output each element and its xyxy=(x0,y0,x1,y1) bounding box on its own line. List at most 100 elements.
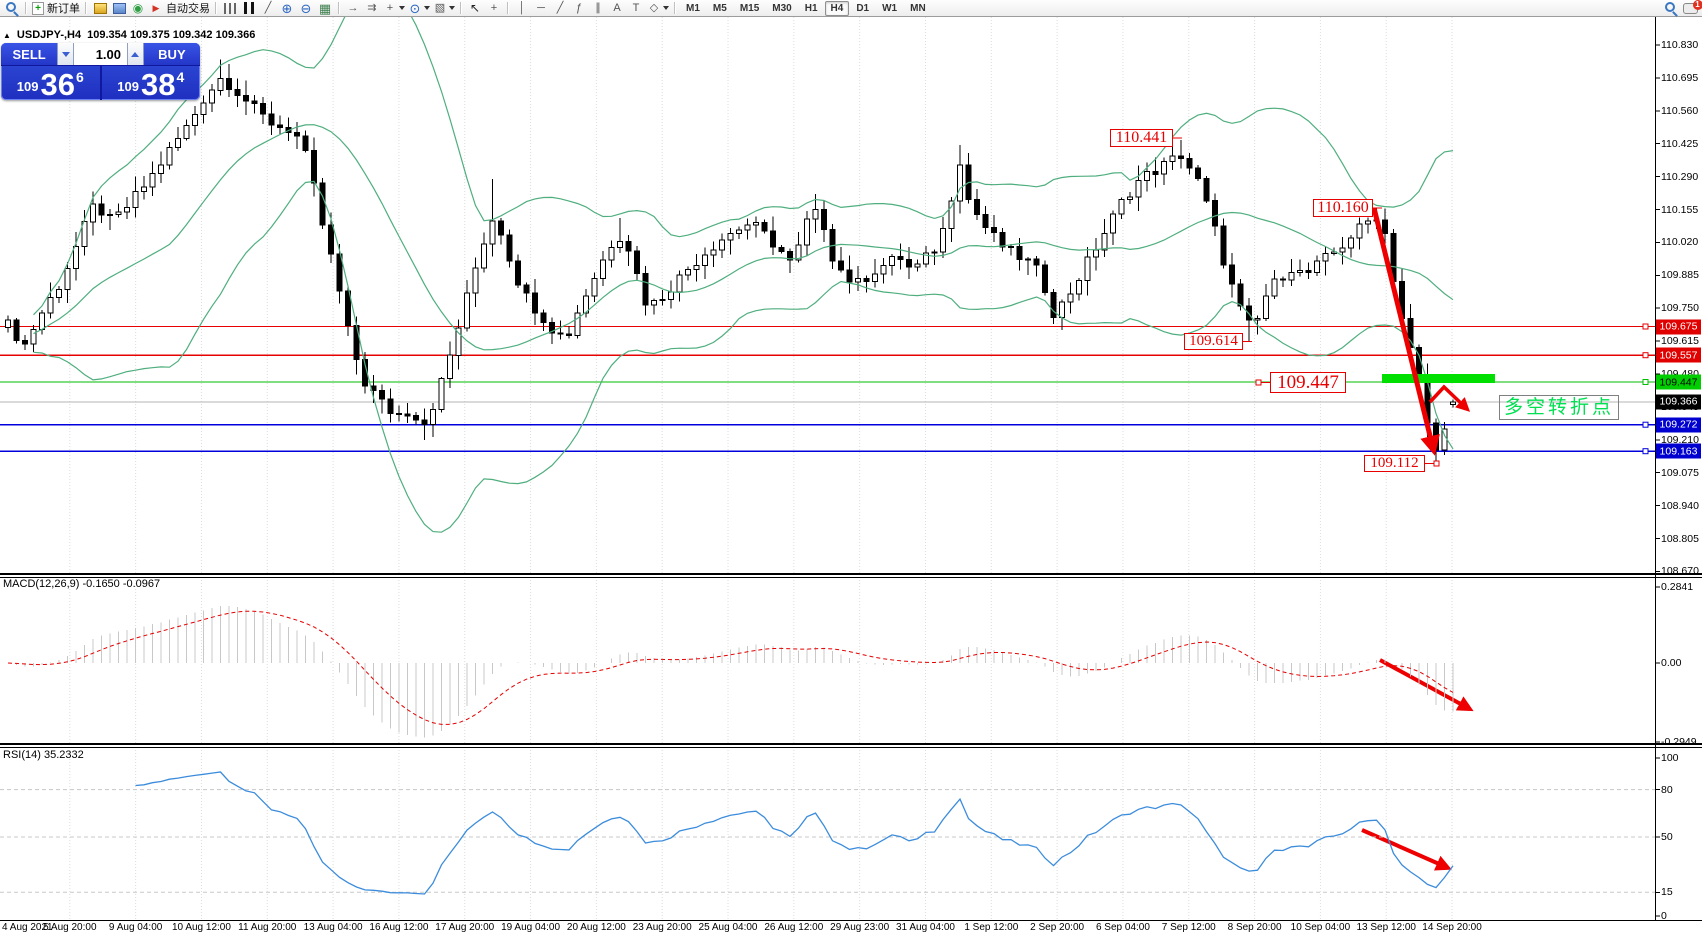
channel-icon[interactable]: ∥ xyxy=(589,1,607,16)
search-icon[interactable] xyxy=(1662,1,1680,16)
buy-price-sup: 4 xyxy=(176,69,185,85)
price-annotation-label[interactable]: 109.447 xyxy=(1270,372,1346,393)
volume-increase-button[interactable] xyxy=(127,43,144,65)
auto-scroll-icon: → xyxy=(347,1,359,14)
price-level-axis-label: 109.557 xyxy=(1656,347,1701,363)
zoom-in-icon: ⊕ xyxy=(281,0,293,16)
vertical-line-icon[interactable]: │ xyxy=(513,1,531,16)
autotrade-icon: ▶ xyxy=(152,2,160,13)
line-handle[interactable] xyxy=(1642,323,1649,330)
rsi-pane[interactable] xyxy=(0,747,1655,920)
time-axis-label: 7 Sep 12:00 xyxy=(1161,922,1216,933)
turning-point-label[interactable]: 多空转折点 xyxy=(1499,395,1620,420)
horizontal-line-icon[interactable]: ─ xyxy=(532,1,550,16)
price-annotation-label[interactable]: 109.614 xyxy=(1184,333,1243,350)
dropdown-caret-icon xyxy=(663,6,669,10)
triangle-up-icon xyxy=(131,51,140,57)
candlestick-chart-icon[interactable] xyxy=(240,1,258,16)
trend-arrow[interactable] xyxy=(1371,207,1440,456)
price-axis-tick: 110.155 xyxy=(1661,203,1699,216)
chart-window-icon[interactable] xyxy=(110,1,128,16)
signal-icon: ◉ xyxy=(132,0,144,15)
time-axis-label: 9 Aug 04:00 xyxy=(108,922,163,933)
line-handle[interactable] xyxy=(1642,379,1649,385)
vertical-line-icon: │ xyxy=(518,1,526,14)
price-annotation-label[interactable]: 110.441 xyxy=(1110,129,1173,147)
timeframe-button-m5[interactable]: M5 xyxy=(712,2,727,14)
sell-price-display[interactable]: 109 36 6 xyxy=(1,66,102,100)
buy-price-big: 38 xyxy=(140,67,176,100)
autotrade-button[interactable]: ▶ 自动交易 xyxy=(148,1,211,16)
timeframe-button-m1[interactable]: M1 xyxy=(686,2,700,14)
new-order-button-label: 新订单 xyxy=(47,3,80,15)
crosshair-icon[interactable]: + xyxy=(485,1,503,16)
text-icon[interactable]: A xyxy=(608,1,626,16)
support-zone-rectangle[interactable] xyxy=(1382,374,1495,383)
chart-shift-icon[interactable]: ⇉ xyxy=(363,1,381,16)
price-axis-tick: 108.805 xyxy=(1661,532,1699,545)
market-watch-icon[interactable] xyxy=(91,1,109,16)
timeframe-button-mn[interactable]: MN xyxy=(910,2,926,14)
macd-pane-label: MACD(12,26,9) -0.1650 -0.0967 xyxy=(3,578,161,590)
sell-button[interactable]: SELL xyxy=(1,43,58,65)
zoom-in-icon[interactable]: ⊕ xyxy=(278,1,296,16)
sell-price-sup: 6 xyxy=(75,69,84,85)
timeframe-button-w1[interactable]: W1 xyxy=(882,2,898,14)
price-pane[interactable] xyxy=(0,0,1655,574)
bar-chart-icon[interactable] xyxy=(221,1,239,16)
price-axis-tick: 0.2841 xyxy=(1661,581,1694,593)
label-icon[interactable]: T xyxy=(627,1,645,16)
toolbar-separator xyxy=(674,2,676,14)
buy-button[interactable]: BUY xyxy=(143,43,200,65)
symbol-name: USDJPY-,H4 xyxy=(16,29,82,41)
line-chart-icon[interactable]: ╱ xyxy=(259,1,277,16)
new-order-button[interactable]: + 新订单 xyxy=(31,1,81,16)
auto-scroll-icon[interactable]: → xyxy=(344,1,362,16)
price-axis-tick: 109.075 xyxy=(1661,466,1699,479)
timeframe-button-m30[interactable]: M30 xyxy=(772,2,792,14)
price-level-axis-label: 109.447 xyxy=(1656,374,1701,390)
add-indicator-icon[interactable]: + xyxy=(382,1,406,16)
search-icon xyxy=(1664,1,1678,15)
trendline-icon: ╱ xyxy=(556,1,564,14)
cursor-icon: ↖ xyxy=(469,0,481,15)
timeframe-button-m15[interactable]: M15 xyxy=(739,2,760,14)
collapse-triangle-icon[interactable]: ▲ xyxy=(3,30,11,40)
price-axis-tick: 50 xyxy=(1661,831,1673,843)
volume-input[interactable] xyxy=(74,43,127,65)
line-handle[interactable] xyxy=(1642,448,1649,455)
price-axis-tick: 109.210 xyxy=(1661,433,1699,446)
price-annotation-label[interactable]: 110.160 xyxy=(1313,199,1373,217)
macd-pane[interactable] xyxy=(7,577,1474,744)
trendline-icon[interactable]: ╱ xyxy=(551,1,569,16)
volume-decrease-button[interactable] xyxy=(57,43,74,65)
time-axis-label: 4 Aug 2021 xyxy=(2,922,53,933)
shapes-icon[interactable]: ◇ xyxy=(646,1,670,16)
tile-windows-icon[interactable]: ▦ xyxy=(316,1,334,16)
magnifier-icon[interactable] xyxy=(3,1,21,16)
signal-icon[interactable]: ◉ xyxy=(129,1,147,16)
price-level-axis-label: 109.675 xyxy=(1656,319,1701,334)
shapes-icon: ◇ xyxy=(649,1,659,14)
zoom-out-icon[interactable]: ⊖ xyxy=(297,1,315,16)
trend-arrow[interactable] xyxy=(1361,828,1452,871)
period-menu-icon[interactable]: ⊙ xyxy=(407,1,431,16)
time-axis-label: 16 Aug 12:00 xyxy=(369,922,429,933)
line-handle[interactable] xyxy=(1642,352,1649,359)
symbol-info-bar[interactable]: ▲ USDJPY-,H4 109.354 109.375 109.342 109… xyxy=(3,29,255,41)
trend-arrow[interactable] xyxy=(1428,384,1471,412)
template-icon[interactable]: ▧ xyxy=(432,1,456,16)
timeframe-button-d1[interactable]: D1 xyxy=(856,2,870,14)
trend-arrow[interactable] xyxy=(1379,658,1474,712)
timeframe-button-h4[interactable]: H4 xyxy=(824,0,850,16)
timeframe-button-h1[interactable]: H1 xyxy=(804,2,818,14)
buy-price-display[interactable]: 109 38 4 xyxy=(102,66,201,100)
time-axis-label: 26 Aug 12:00 xyxy=(764,922,824,933)
price-axis-tick: 110.830 xyxy=(1661,39,1699,51)
cursor-icon[interactable]: ↖ xyxy=(466,1,484,16)
price-annotation-label[interactable]: 109.112 xyxy=(1364,455,1425,472)
fibonacci-icon[interactable]: ƒ xyxy=(570,1,588,16)
notifications-icon[interactable]: 1 xyxy=(1681,0,1702,16)
line-handle[interactable] xyxy=(1642,421,1649,428)
